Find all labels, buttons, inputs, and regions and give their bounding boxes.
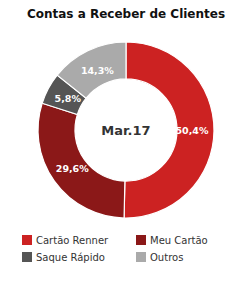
- legend: Cartão Renner Meu Cartão Saque Rápido Outro…: [22, 235, 208, 263]
- legend-swatch: [136, 235, 146, 245]
- data-labels: 50,4% 29,6% 5,8% 14,3%: [55, 65, 209, 174]
- data-label: 5,8%: [55, 93, 82, 104]
- legend-swatch: [22, 252, 32, 262]
- chart-svg: Contas a Receber de Clientes 50,4% 29,6% 5,…: [0, 0, 252, 290]
- legend-label: Saque Rápido: [36, 252, 105, 263]
- legend-label: Meu Cartão: [150, 235, 208, 246]
- legend-swatch: [136, 252, 146, 262]
- slice: [57, 42, 126, 98]
- legend-label: Cartão Renner: [36, 235, 109, 246]
- legend-swatch: [22, 235, 32, 245]
- title: Contas a Receber de Clientes: [27, 7, 225, 21]
- center-text: Mar.17: [101, 123, 150, 138]
- chart-container: Contas a Receber de Clientes 50,4% 29,6% 5,…: [0, 0, 252, 290]
- slice: [38, 103, 125, 218]
- data-label: 29,6%: [56, 163, 89, 174]
- data-label: 14,3%: [81, 65, 114, 76]
- slices: [38, 42, 214, 218]
- data-label: 50,4%: [176, 125, 209, 136]
- legend-label: Outros: [150, 252, 183, 263]
